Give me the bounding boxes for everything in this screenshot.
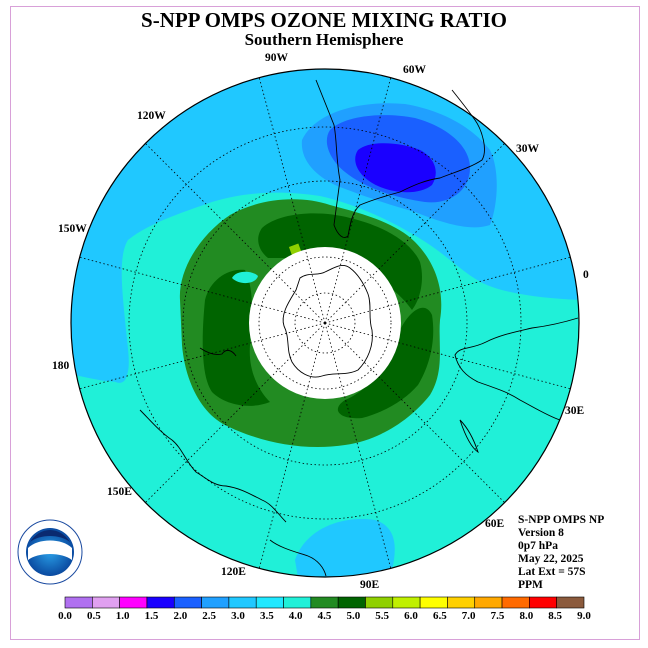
info-units: PPM xyxy=(518,579,543,591)
info-instrument: S-NPP OMPS NP xyxy=(518,514,605,526)
legend-swatch xyxy=(64,596,93,609)
legend-tick-label: 2.0 xyxy=(173,610,187,622)
legend-swatch xyxy=(228,596,257,609)
info-date: May 22, 2025 xyxy=(518,553,584,565)
legend-swatch xyxy=(501,596,530,609)
coast-australia xyxy=(139,409,287,523)
legend-tick-label: 0.0 xyxy=(58,610,72,622)
legend-swatch xyxy=(529,596,557,609)
page-subtitle: Southern Hemisphere xyxy=(244,30,404,49)
legend-swatch xyxy=(119,596,148,609)
legend-swatch xyxy=(392,596,421,609)
legend-tick-label: 8.5 xyxy=(548,610,562,622)
legend-tick-label: 0.5 xyxy=(87,610,101,622)
field-level-1.5-2.0 xyxy=(355,143,436,193)
field-level-3.5-4.0-island xyxy=(232,271,258,284)
legend-swatch xyxy=(283,596,312,609)
info-lat-ext: Lat Ext = 57S xyxy=(518,566,586,578)
longitude-labels: 90W 60W 30W 0 30E 60E 90E 120E 150E 180 … xyxy=(52,52,589,591)
map-border xyxy=(70,68,580,578)
color-legend: 0.0 0.5 1.0 1.5 2.0 2.5 3.0 3.5 4.0 4.5 5.0 5.5 6.0 6… xyxy=(58,596,591,622)
legend-swatch xyxy=(255,596,284,609)
lon-label-60e: 60E xyxy=(485,518,505,530)
lon-label-120e: 120E xyxy=(221,566,246,578)
lon-label-60w: 60W xyxy=(403,64,427,76)
graticule xyxy=(79,77,571,569)
legend-swatch xyxy=(419,596,448,609)
ozone-field xyxy=(71,69,579,577)
legend-swatch xyxy=(474,596,503,609)
lon-label-30e: 30E xyxy=(565,405,585,417)
legend-tick-label: 8.0 xyxy=(519,610,533,622)
legend-tick-label: 6.0 xyxy=(404,610,418,622)
legend-tick-label: 9.0 xyxy=(577,610,591,622)
legend-tick-label: 1.0 xyxy=(116,610,130,622)
page-title: S-NPP OMPS OZONE MIXING RATIO xyxy=(141,8,507,32)
lon-label-180: 180 xyxy=(52,360,70,372)
legend-swatch xyxy=(146,596,175,609)
coastlines xyxy=(139,79,579,577)
legend-swatch xyxy=(447,596,476,609)
lon-label-90w: 90W xyxy=(265,52,289,64)
field-level-3.0-3.5-south xyxy=(295,519,395,577)
lon-label-90e: 90E xyxy=(360,579,380,591)
coast-south-america xyxy=(315,79,485,238)
legend-tick-label: 5.0 xyxy=(346,610,360,622)
legend-tick-label: 4.5 xyxy=(318,610,332,622)
lon-label-0: 0 xyxy=(583,269,589,281)
legend-tick-label: 3.5 xyxy=(260,610,274,622)
lon-label-120w: 120W xyxy=(137,110,166,122)
info-block: S-NPP OMPS NP Version 8 0p7 hPa May 22, … xyxy=(518,514,604,592)
legend-swatch xyxy=(173,596,202,609)
noaa-logo: NOAA xyxy=(17,519,83,585)
lon-label-150e: 150E xyxy=(107,486,132,498)
legend-tick-label: 5.5 xyxy=(375,610,389,622)
coast-antarctica xyxy=(282,265,373,378)
info-version: Version 8 xyxy=(518,527,564,539)
legend-swatch xyxy=(310,596,339,609)
legend-tick-label: 7.5 xyxy=(491,610,505,622)
legend-swatch xyxy=(556,596,585,609)
field-level-4.5-5.0-west xyxy=(202,269,270,406)
coast-islands-s xyxy=(269,539,327,577)
legend-swatch xyxy=(365,596,394,609)
legend-tick-label: 1.5 xyxy=(145,610,159,622)
legend-tick-label: 7.0 xyxy=(462,610,476,622)
noaa-logo-text: NOAA xyxy=(38,541,62,550)
field-level-3.0-3.5-west xyxy=(110,330,127,383)
coast-africa xyxy=(454,317,579,421)
lon-label-150w: 150W xyxy=(58,223,87,235)
legend-tick-label: 2.5 xyxy=(202,610,216,622)
legend-tick-label: 4.0 xyxy=(289,610,303,622)
coast-new-zealand xyxy=(199,347,237,357)
legend-tick-label: 3.0 xyxy=(231,610,245,622)
lon-label-30w: 30W xyxy=(516,143,540,155)
legend-tick-label: 6.5 xyxy=(433,610,447,622)
legend-swatch xyxy=(201,596,230,609)
coast-madagascar xyxy=(459,419,479,454)
legend-swatch xyxy=(337,596,366,609)
legend-swatch xyxy=(92,596,120,609)
info-pressure: 0p7 hPa xyxy=(518,540,558,552)
